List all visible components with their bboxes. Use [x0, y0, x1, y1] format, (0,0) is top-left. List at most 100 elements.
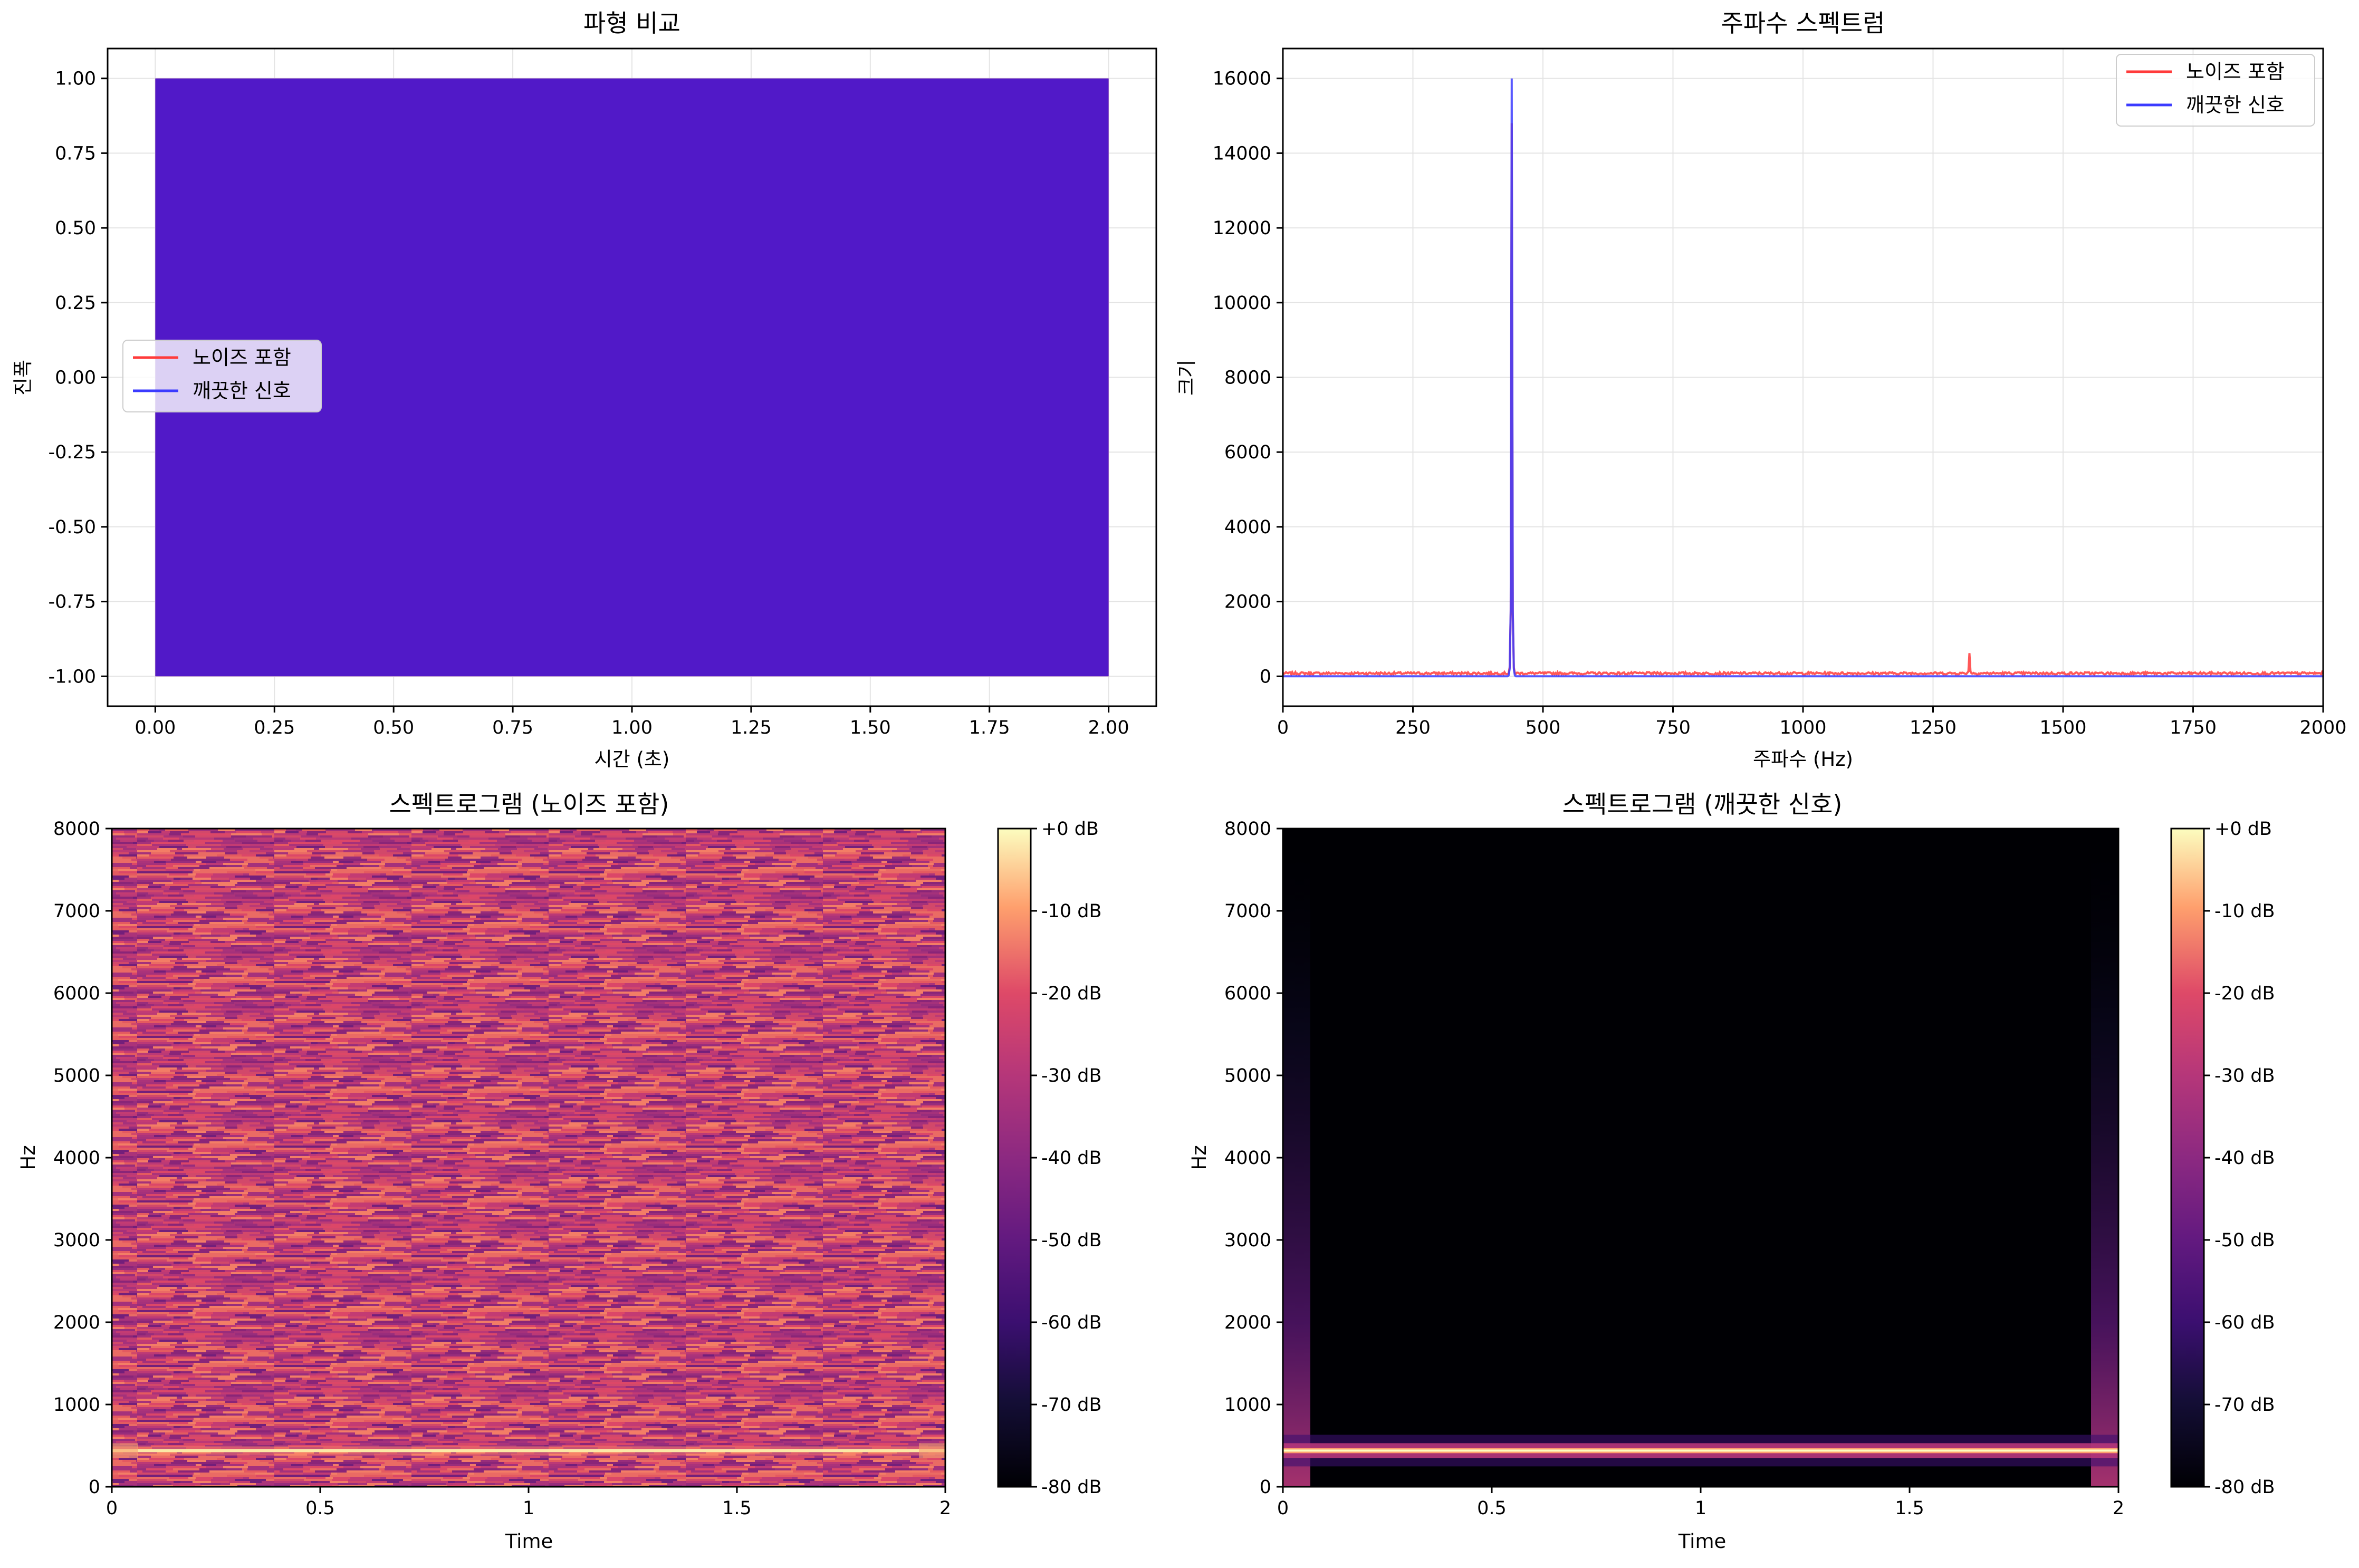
y-tick-label: 6000 [1224, 442, 1271, 463]
y-tick-label: 1000 [1224, 1394, 1271, 1416]
x-tick-label: 750 [1655, 717, 1691, 738]
x-tick-label: 1.50 [850, 717, 891, 738]
spectrogram-noisy-tone-line [112, 1449, 945, 1452]
y-tick-label: 4000 [1224, 517, 1271, 538]
waveform-ylabel: 진폭 [12, 360, 34, 396]
x-tick-label: 1250 [1910, 717, 1957, 738]
spectrogram-clean-xlabel: Time [1678, 1530, 1727, 1553]
spectrum-series-line [1283, 123, 2323, 677]
colorbar-tick-label: -80 dB [1041, 1477, 1102, 1498]
y-tick-label: 0 [89, 1477, 100, 1498]
spectrum-series [1283, 78, 2323, 678]
y-tick-label: 14000 [1213, 143, 1271, 164]
x-tick-label: 0 [1277, 1498, 1289, 1519]
x-tick-label: 1.5 [1895, 1498, 1924, 1519]
spectrum-y-ticks: 16000 14000 12000 10000 8000 6000 4000 2000 0 [1213, 69, 1283, 687]
waveform-legend-label-noisy: 노이즈 포함 [193, 346, 291, 369]
colorbar-tick-label: -60 dB [2214, 1312, 2275, 1333]
y-tick-label: 4000 [1224, 1148, 1271, 1169]
x-tick-label: 1.75 [969, 717, 1010, 738]
spectrogram-clean-edge-leak [1283, 829, 1310, 1487]
y-tick-label: 3000 [53, 1230, 100, 1251]
x-tick-label: 1000 [1779, 717, 1826, 738]
y-tick-label: 0 [1260, 666, 1271, 687]
y-tick-label: 0.75 [55, 143, 96, 164]
spectrogram-clean-marks [1283, 829, 2118, 1487]
spectrum-legend-label-noisy: 노이즈 포함 [2186, 60, 2285, 83]
spectrum-legend: 노이즈 포함 깨끗한 신호 [2116, 54, 2315, 127]
y-tick-label: 16000 [1213, 69, 1271, 90]
y-tick-label: -0.25 [48, 442, 96, 463]
y-tick-label: 0.50 [55, 218, 96, 239]
spectrum-xlabel: 주파수 (Hz) [1753, 748, 1853, 771]
y-tick-label: 1000 [53, 1394, 100, 1416]
y-tick-label: 8000 [1224, 819, 1271, 840]
x-tick-label: 0 [106, 1498, 118, 1519]
colorbar-tick-label: -20 dB [1041, 983, 1102, 1004]
y-tick-label: -1.00 [48, 666, 96, 687]
y-tick-label: 2000 [53, 1312, 100, 1333]
x-tick-label: 0.25 [254, 717, 295, 738]
y-tick-label: 0.00 [55, 368, 96, 389]
spectrogram-clean-ylabel: Hz [1188, 1145, 1211, 1170]
y-tick-label: 2000 [1224, 1312, 1271, 1333]
spectrogram-noisy-colorbar-ticks: +0 dB -10 dB -20 dB -30 dB -40 dB -50 dB -60 d… [1031, 819, 1102, 1498]
y-tick-label: -0.50 [48, 517, 96, 538]
spectrogram-noisy-marks [112, 1443, 945, 1458]
colorbar-tick-label: -40 dB [2214, 1148, 2275, 1169]
x-tick-label: 0.75 [492, 717, 533, 738]
colorbar-tick-label: +0 dB [2214, 819, 2272, 840]
colorbar-tick-label: -30 dB [2214, 1065, 2275, 1086]
x-tick-label: 0.00 [135, 717, 176, 738]
spectrogram-noisy-xlabel: Time [505, 1530, 553, 1553]
x-tick-label: 2 [2113, 1498, 2124, 1519]
spectrogram-noisy-title: 스펙트로그램 (노이즈 포함) [389, 790, 669, 819]
waveform-y-ticks: 1.00 0.75 0.50 0.25 0.00 -0.25 -0.50 -0.75 -1.00 [48, 69, 108, 687]
colorbar-tick-label: +0 dB [1041, 819, 1099, 840]
x-tick-label: 0 [1277, 717, 1289, 738]
x-tick-label: 1500 [2039, 717, 2086, 738]
x-tick-label: 250 [1395, 717, 1431, 738]
x-tick-label: 2 [939, 1498, 951, 1519]
y-tick-label: 6000 [53, 983, 100, 1004]
y-tick-label: 12000 [1213, 218, 1271, 239]
colorbar-tick-label: -20 dB [2214, 983, 2275, 1004]
spectrogram-noisy-colorbar [997, 828, 1032, 1488]
waveform-legend-label-clean: 깨끗한 신호 [193, 379, 291, 402]
y-tick-label: 0.25 [55, 293, 96, 314]
colorbar-tick-label: -30 dB [1041, 1065, 1102, 1086]
spectrogram-clean-colorbar [2170, 828, 2205, 1488]
colorbar-tick-label: -10 dB [1041, 901, 1102, 922]
y-tick-label: 3000 [1224, 1230, 1271, 1251]
spectrogram-clean-y-ticks: 8000 7000 6000 5000 4000 3000 2000 1000 0 [1224, 819, 1283, 1498]
x-tick-label: 500 [1526, 717, 1561, 738]
spectrum-ylabel: 크기 [1175, 360, 1198, 396]
spectrogram-noisy-panel: 스펙트로그램 (노이즈 포함) 0 0.5 1 1.5 2 8000 7000 6000 50… [17, 790, 1102, 1553]
x-tick-label: 1.25 [731, 717, 772, 738]
colorbar-tick-label: -50 dB [2214, 1230, 2275, 1251]
x-tick-label: 2.00 [1088, 717, 1129, 738]
spectrogram-clean-title: 스펙트로그램 (깨끗한 신호) [1562, 790, 1843, 819]
spectrogram-clean-image [1283, 829, 2118, 1487]
spectrum-x-ticks: 0 250 500 750 1000 1250 1500 1750 2000 [1277, 706, 2347, 738]
y-tick-label: 8000 [53, 819, 100, 840]
spectrogram-noisy-ylabel: Hz [17, 1145, 40, 1170]
y-tick-label: 4000 [53, 1148, 100, 1169]
spectrogram-clean-x-ticks: 0 0.5 1 1.5 2 [1277, 1487, 2124, 1519]
colorbar-tick-label: -40 dB [1041, 1148, 1102, 1169]
spectrogram-noisy-y-ticks: 8000 7000 6000 5000 4000 3000 2000 1000 0 [53, 819, 112, 1498]
spectrogram-clean-tone-core [1283, 1449, 2118, 1452]
x-tick-label: 1 [1695, 1498, 1706, 1519]
spectrogram-noisy-x-ticks: 0 0.5 1 1.5 2 [106, 1487, 951, 1519]
y-tick-label: 5000 [53, 1065, 100, 1086]
waveform-panel: 파형 비교 0.00 0.25 0.50 0.75 1.00 1.25 1.50 1.75 2.… [12, 9, 1157, 771]
colorbar-tick-label: -10 dB [2214, 901, 2275, 922]
colorbar-tick-label: -60 dB [1041, 1312, 1102, 1333]
spectrogram-noisy-tint [112, 829, 945, 1487]
colorbar-tick-label: -80 dB [2214, 1477, 2275, 1498]
x-tick-label: 0.5 [1477, 1498, 1507, 1519]
x-tick-label: 1.5 [722, 1498, 752, 1519]
x-tick-label: 1750 [2170, 717, 2217, 738]
x-tick-label: 0.50 [373, 717, 414, 738]
